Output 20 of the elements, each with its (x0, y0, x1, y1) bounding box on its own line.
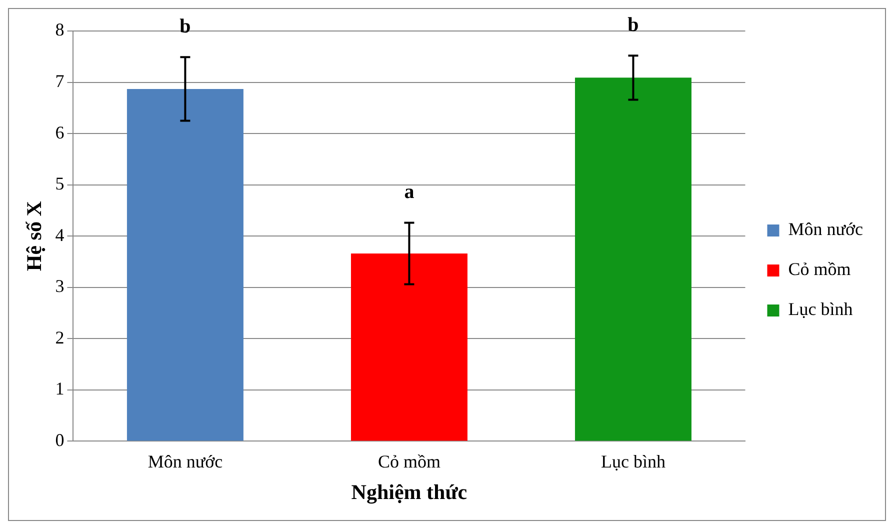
y-tick-label: 2 (55, 327, 64, 348)
y-tick-label: 1 (55, 378, 64, 399)
y-tick-label: 6 (55, 122, 64, 142)
y-tick-label: 0 (55, 430, 64, 450)
legend-label: Môn nước (788, 219, 864, 240)
y-tick-label: 5 (55, 174, 64, 194)
y-tick-label: 7 (55, 71, 64, 92)
annotation: b (628, 14, 639, 36)
x-tick-label: Môn nước (148, 452, 223, 472)
y-tick-label: 3 (55, 276, 64, 296)
annotation: a (404, 180, 414, 203)
annotation: b (180, 15, 191, 38)
legend-label: Cỏ mồm (788, 259, 851, 280)
x-tick-label: Lục bình (600, 452, 666, 472)
y-tick-label: 4 (55, 224, 64, 245)
y-axis-title: Hệ số X (22, 201, 46, 272)
y-tick-label: 8 (55, 20, 64, 40)
legend-label: Lục bình (788, 299, 853, 320)
x-tick-label: Cỏ mồm (378, 452, 440, 472)
x-axis-title: Nghiệm thức (351, 480, 468, 504)
